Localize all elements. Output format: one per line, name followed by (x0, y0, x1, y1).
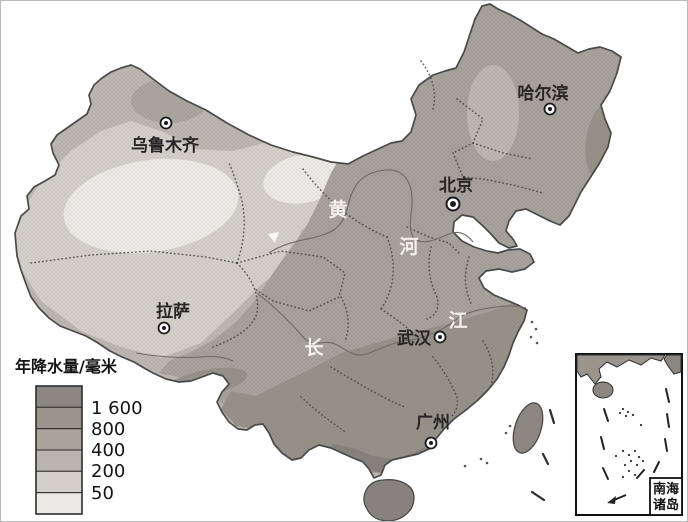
yellow-river-label-char1: 黄 (328, 198, 347, 221)
south-china-sea-inset: 南海 诸岛 (575, 353, 683, 516)
yarlung-river-line (135, 352, 234, 362)
sea-features (463, 320, 556, 502)
legend-band-200-400 (35, 449, 83, 472)
city-marker-urumqi (159, 116, 173, 130)
inset-current-arrow (607, 494, 627, 504)
rivers (135, 169, 527, 362)
yellow-river-line (268, 169, 474, 254)
yangtze-river-line (256, 292, 527, 356)
hainan-island (363, 479, 415, 521)
taiwan-island (512, 402, 544, 454)
legend-threshold-50: 50 (91, 483, 114, 504)
legend-threshold-1600: 1 600 (91, 398, 143, 419)
city-label-urumqi: 乌鲁木齐 (131, 135, 200, 156)
legend-threshold-800: 800 (91, 419, 125, 440)
yangtze-river-label-char2: 江 (448, 310, 467, 332)
city-marker-harbin (543, 102, 557, 116)
city-label-harbin: 哈尔滨 (518, 83, 569, 104)
yellow-river-label-char2: 河 (399, 236, 418, 258)
legend-band-lt50 (35, 492, 83, 515)
legend-title: 年降水量/毫米 (15, 357, 118, 376)
inset-label-row1: 南海 (653, 481, 679, 497)
inset-label-box (649, 477, 683, 516)
city-label-guangzhou: 广州 (416, 412, 450, 433)
inset-label-row2: 诸岛 (653, 497, 679, 513)
legend-band-gt1600 (35, 385, 83, 408)
city-marker-guangzhou (424, 436, 438, 450)
inset-islands (614, 407, 645, 479)
legend-threshold-400: 400 (91, 440, 125, 461)
city-marker-wuhan (433, 330, 447, 344)
city-marker-lhasa (157, 321, 171, 335)
city-label-wuhan: 武汉 (397, 328, 432, 349)
legend: 年降水量/毫米 1 600 800 400 200 50 (15, 357, 143, 515)
legend-band-50-200 (35, 470, 83, 494)
inset-hainan (592, 381, 614, 399)
legend-frame (35, 385, 83, 515)
legend-band-800-1600 (35, 406, 83, 430)
yangtze-river-label-char1: 长 (304, 337, 324, 359)
inset-coastline (576, 354, 666, 385)
legend-band-400-800 (35, 428, 83, 451)
city-label-beijing: 北京 (439, 175, 473, 196)
legend-threshold-200: 200 (91, 461, 125, 482)
china-outline (14, 3, 622, 479)
city-marker-beijing (445, 196, 461, 212)
inset-nine-dash-line (600, 388, 670, 480)
cities: 乌鲁木齐 哈尔滨 北京 拉萨 武汉 广州 (131, 83, 569, 450)
province-boundaries (30, 60, 544, 434)
river-labels: 黄 河 长 江 (304, 198, 467, 359)
inset-taiwan-fragment (663, 354, 682, 375)
city-label-lhasa: 拉萨 (156, 301, 190, 322)
